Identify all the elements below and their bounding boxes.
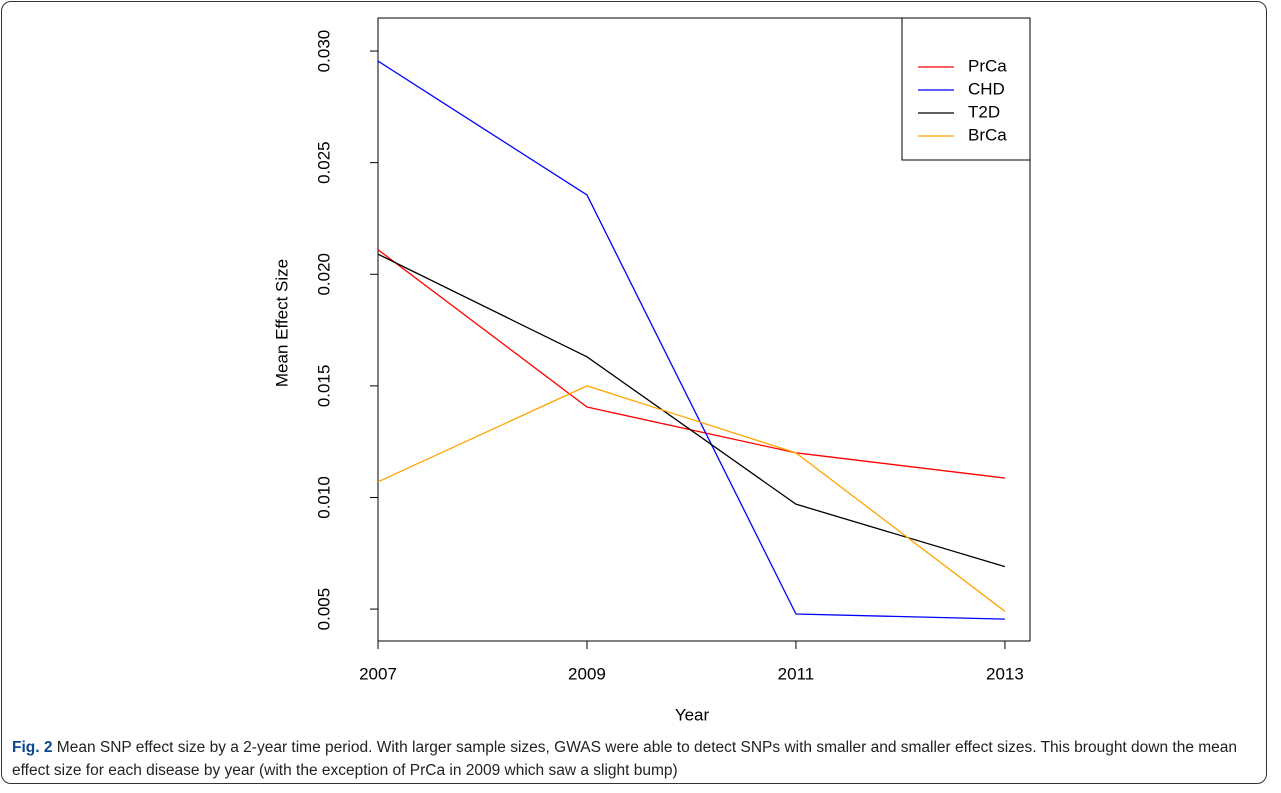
caption-label: Fig. 2	[12, 739, 53, 756]
y-tick-label: 0.005	[314, 588, 333, 631]
series-line	[377, 253, 1006, 568]
legend-box	[901, 17, 1031, 161]
x-axis-label: Year	[675, 705, 710, 724]
plot-frame	[377, 17, 1031, 642]
x-tick-label: 2007	[359, 664, 397, 683]
y-tick-label: 0.020	[314, 253, 333, 296]
y-tick-label: 0.025	[314, 141, 333, 184]
y-axis-label: Mean Effect Size	[272, 259, 291, 387]
y-tick-label: 0.030	[314, 30, 333, 73]
caption-text: Mean SNP effect size by a 2-year time pe…	[12, 739, 1238, 779]
figure-frame	[1, 1, 1267, 784]
x-tick-label: 2011	[778, 664, 815, 683]
y-tick-label: 0.015	[314, 365, 333, 408]
x-tick-label: 2013	[986, 664, 1024, 683]
caption: Fig. 2 Mean SNP effect size by a 2-year …	[12, 736, 1257, 782]
y-tick-label: 0.010	[314, 476, 333, 519]
legend-label: CHD	[968, 79, 1005, 98]
series-line	[377, 385, 1006, 612]
legend-label: BrCa	[968, 125, 1007, 144]
series-line	[377, 249, 1006, 479]
legend-label: T2D	[968, 102, 1000, 121]
series-line	[377, 60, 1005, 620]
legend-label: PrCa	[968, 56, 1007, 75]
x-tick-label: 2009	[568, 664, 606, 683]
